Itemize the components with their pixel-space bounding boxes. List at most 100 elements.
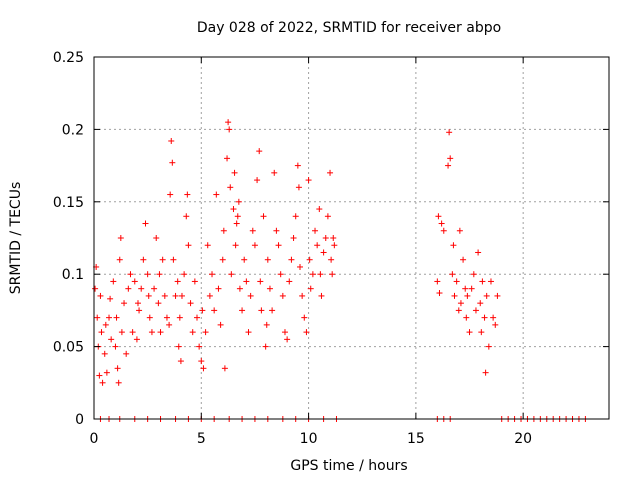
data-point <box>142 220 149 227</box>
data-point <box>123 350 130 357</box>
data-point <box>151 285 158 292</box>
data-point <box>464 292 471 299</box>
data-point <box>191 278 198 285</box>
data-point <box>98 329 105 336</box>
data-point <box>249 227 256 234</box>
data-point <box>211 307 218 314</box>
data-point <box>251 242 258 249</box>
data-point <box>492 321 499 328</box>
data-point <box>472 307 479 314</box>
data-point <box>146 314 153 321</box>
data-point <box>172 292 179 299</box>
data-point <box>217 321 224 328</box>
data-point <box>127 271 134 278</box>
y-tick-label: 0 <box>75 412 84 428</box>
data-point <box>478 329 485 336</box>
data-point <box>436 290 443 297</box>
x-tick-label: 10 <box>300 431 318 447</box>
x-tick-label: 0 <box>90 431 99 447</box>
data-point <box>455 307 462 314</box>
data-point <box>446 129 453 136</box>
x-tick-label: 5 <box>197 431 206 447</box>
data-point <box>156 271 163 278</box>
data-point <box>482 369 489 376</box>
data-point <box>460 256 467 263</box>
y-tick-label: 0.05 <box>53 340 84 356</box>
data-point <box>228 271 235 278</box>
data-point <box>269 307 276 314</box>
data-point <box>318 292 325 299</box>
data-point <box>233 220 240 227</box>
data-point <box>243 278 250 285</box>
data-point <box>112 343 119 350</box>
data-point <box>167 191 174 198</box>
data-point <box>292 213 299 220</box>
data-point <box>320 249 327 256</box>
data-point <box>487 278 494 285</box>
data-point <box>466 329 473 336</box>
data-point <box>262 343 269 350</box>
data-point <box>187 300 194 307</box>
data-point <box>163 314 170 321</box>
data-point <box>273 227 280 234</box>
data-point <box>220 227 227 234</box>
data-point <box>457 300 464 307</box>
data-point <box>185 242 192 249</box>
data-point <box>144 271 151 278</box>
data-point <box>288 256 295 263</box>
data-point <box>254 177 261 184</box>
data-point <box>94 314 101 321</box>
data-point <box>198 358 205 365</box>
data-point <box>194 314 200 321</box>
data-point <box>485 343 492 350</box>
data-point <box>462 285 469 292</box>
data-point <box>328 256 335 263</box>
data-point <box>196 343 203 350</box>
data-point <box>129 329 136 336</box>
data-point <box>245 329 252 336</box>
data-point <box>445 162 452 169</box>
data-point <box>153 235 160 241</box>
data-point <box>157 329 164 336</box>
data-point <box>116 256 123 263</box>
data-point <box>450 242 457 249</box>
data-point <box>307 285 314 292</box>
chart-title: Day 028 of 2022, SRMTID for receiver abp… <box>197 20 501 36</box>
data-point <box>494 292 501 299</box>
data-point <box>148 329 155 336</box>
data-point <box>96 372 103 379</box>
data-point <box>169 159 176 166</box>
data-point <box>199 307 206 314</box>
data-point <box>260 213 267 220</box>
data-point <box>483 292 490 299</box>
data-point <box>136 307 143 314</box>
data-point <box>306 256 313 263</box>
data-point <box>175 343 182 350</box>
data-point <box>161 292 168 299</box>
data-point <box>200 365 207 372</box>
data-point <box>108 336 115 343</box>
data-point <box>281 329 288 336</box>
data-point <box>263 321 270 328</box>
data-point <box>322 235 329 241</box>
data-point <box>219 256 226 263</box>
data-point <box>303 329 310 336</box>
data-point <box>453 278 460 285</box>
data-point <box>181 271 188 278</box>
data-point <box>184 191 191 198</box>
data-point <box>295 184 302 191</box>
data-point <box>317 271 324 278</box>
data-points <box>92 119 589 422</box>
data-point <box>174 278 181 285</box>
data-point <box>225 119 232 126</box>
data-point <box>301 314 308 321</box>
data-point <box>102 321 109 328</box>
x-axis-label: GPS time / hours <box>290 458 407 474</box>
axis-ticks: 0 0.05 0.1 0.15 0.2 0.25 0 5 10 15 20 <box>53 50 609 447</box>
data-point <box>134 300 141 307</box>
data-point <box>232 242 239 249</box>
data-point <box>231 169 238 176</box>
data-point <box>103 369 110 376</box>
data-point <box>97 292 104 299</box>
